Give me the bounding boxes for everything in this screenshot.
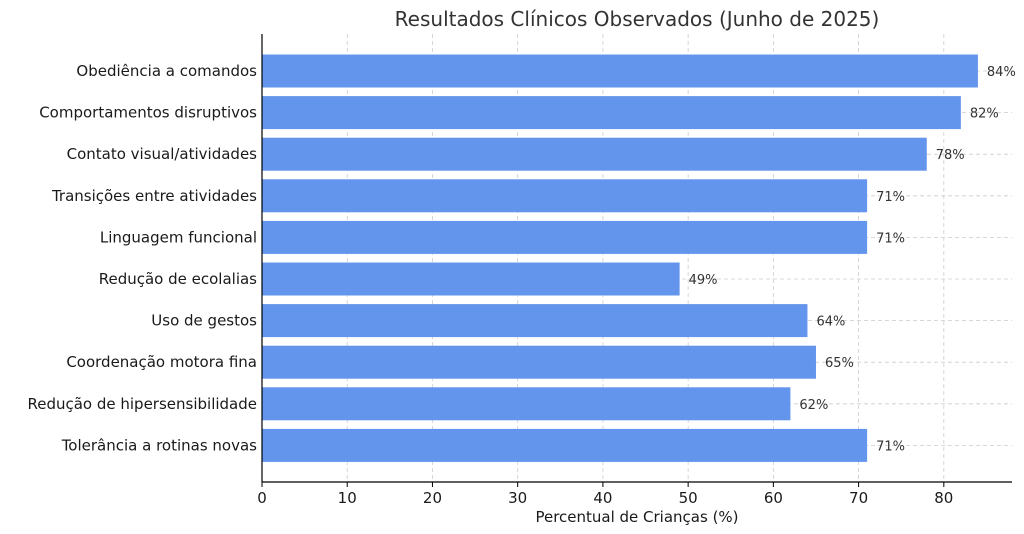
bar xyxy=(262,179,868,213)
category-labels: Obediência a comandos Comportamentos disr… xyxy=(27,62,257,454)
data-label: 71% xyxy=(876,439,905,454)
x-tick-label: 70 xyxy=(849,489,868,507)
category-label: Uso de gestos xyxy=(151,312,257,330)
chart-title: Resultados Clínicos Observados (Junho de… xyxy=(395,7,880,31)
x-tick-label: 10 xyxy=(338,489,357,507)
category-label: Tolerância a rotinas novas xyxy=(61,436,257,454)
x-tick-label: 40 xyxy=(593,489,612,507)
category-label: Redução de hipersensibilidade xyxy=(27,395,257,413)
x-tick-label: 0 xyxy=(257,489,267,507)
category-label: Redução de ecolalias xyxy=(99,270,257,288)
bar xyxy=(262,262,680,296)
bar xyxy=(262,304,808,338)
bar xyxy=(262,137,927,171)
bar xyxy=(262,54,978,88)
x-ticks: 0 10 20 30 40 50 60 70 80 xyxy=(257,482,953,507)
data-label: 82% xyxy=(970,107,999,122)
bar xyxy=(262,96,961,130)
category-label: Coordenação motora fina xyxy=(66,353,257,371)
x-tick-label: 20 xyxy=(423,489,442,507)
data-label: 71% xyxy=(876,190,905,205)
category-label: Comportamentos disruptivos xyxy=(39,104,257,122)
data-label: 65% xyxy=(825,356,854,371)
bar xyxy=(262,428,868,462)
bar xyxy=(262,345,816,379)
bar xyxy=(262,220,868,254)
data-label: 49% xyxy=(689,273,718,288)
x-tick-label: 60 xyxy=(764,489,783,507)
category-label: Transições entre atividades xyxy=(51,187,257,205)
x-tick-label: 50 xyxy=(679,489,698,507)
bar xyxy=(262,387,791,421)
data-label: 64% xyxy=(816,315,845,330)
data-label: 84% xyxy=(987,65,1016,80)
axes xyxy=(261,34,1012,483)
x-axis-label: Percentual de Crianças (%) xyxy=(535,508,738,526)
category-label: Obediência a comandos xyxy=(76,62,257,80)
data-label: 71% xyxy=(876,231,905,246)
data-label: 62% xyxy=(799,398,828,413)
category-label: Linguagem funcional xyxy=(100,228,257,246)
bars xyxy=(262,54,978,462)
data-label: 78% xyxy=(936,148,965,163)
x-tick-label: 80 xyxy=(934,489,953,507)
data-labels: 84% 82% 78% 71% 71% 49% 64% 65% 62% 71% xyxy=(689,65,1016,454)
x-tick-label: 30 xyxy=(508,489,527,507)
category-label: Contato visual/atividades xyxy=(67,145,258,163)
